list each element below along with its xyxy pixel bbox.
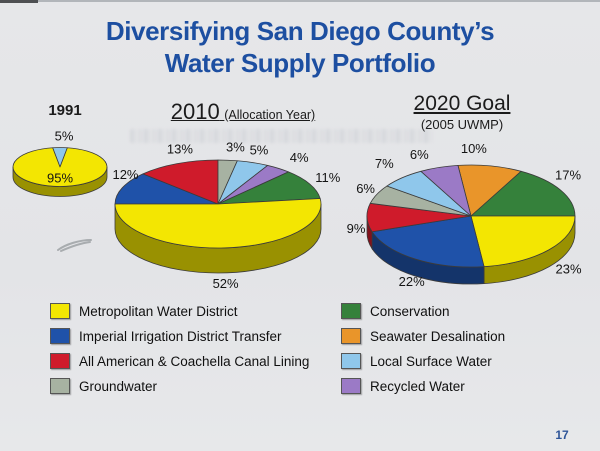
chart-heading-1991-text: 1991: [48, 102, 82, 119]
page-title: Diversifying San Diego County’s Water Su…: [0, 15, 600, 79]
pie-slice-yellow: [114, 198, 322, 249]
pie-slice-blue: [371, 215, 485, 268]
legend-item: Metropolitan Water District: [50, 303, 309, 319]
legend-item: Seawater Desalination: [341, 328, 506, 344]
chart-heading-2020: 2020 Goal (2005 UWMP): [392, 92, 532, 132]
pie-slice-yellow: [12, 147, 108, 187]
pie-percent-label: 22%: [399, 274, 425, 289]
legend-swatch-green: [341, 303, 361, 319]
legend-label: Seawater Desalination: [370, 328, 506, 344]
legend-label: Imperial Irrigation District Transfer: [79, 328, 282, 344]
chart-heading-2010-year: 2010: [170, 99, 220, 124]
scan-corner-artifact: [0, 0, 38, 3]
legend-right: Conservation Seawater Desalination Local S…: [341, 303, 506, 404]
legend-item: All American & Coachella Canal Lining: [50, 353, 310, 369]
chart-heading-2020-subtitle: (2005 UWMP): [420, 117, 504, 132]
pie-slice-yellow: [470, 215, 576, 267]
page-title-line1: Diversifying San Diego County’s: [105, 16, 495, 46]
pie-percent-label: 10%: [461, 141, 487, 156]
pie-chart-2020-goal: 10%17%23%22%9%6%7%6%: [347, 141, 582, 289]
pie-percent-label: 11%: [315, 170, 340, 185]
pie-percent-label: 95%: [47, 171, 73, 186]
pie-percent-label: 52%: [213, 276, 239, 291]
legend-left: Metropolitan Water District Imperial Irri…: [50, 303, 310, 404]
legend-item: Groundwater: [50, 378, 309, 394]
scan-edge-artifact: [0, 0, 600, 2]
pie-percent-label: 3%: [226, 139, 245, 154]
scan-bleed-artifact: [130, 129, 433, 143]
legend-swatch-yellow: [50, 303, 70, 319]
legend-item: Local Surface Water: [341, 353, 505, 369]
pie-percent-label: 5%: [55, 129, 74, 144]
legend-swatch-blue: [50, 328, 70, 344]
legend-item: Conservation: [341, 303, 505, 319]
chart-heading-2020-goal: 2020 Goal: [413, 92, 511, 115]
chart-heading-1991: 1991: [34, 102, 96, 119]
pie-percent-label: 23%: [555, 261, 581, 276]
pie-slice-blue: [114, 173, 219, 205]
legend-label: Groundwater: [79, 378, 158, 394]
legend-label: Conservation: [370, 303, 450, 319]
pencil-smudge: [57, 239, 92, 252]
pie-slice-green: [217, 171, 321, 205]
legend-swatch-orange: [341, 328, 361, 344]
pie-chart-1991: 5% 95%: [12, 129, 108, 197]
chart-heading-2010-subtitle: (Allocation Year): [224, 108, 316, 122]
pie-percent-label: 6%: [356, 181, 375, 196]
legend-label: Local Surface Water: [370, 353, 492, 369]
legend-swatch-lightblue: [341, 353, 361, 369]
pie-percent-label: 13%: [167, 142, 193, 157]
legend-label: Recycled Water: [370, 378, 465, 394]
pie-percent-label: 12%: [112, 167, 138, 182]
legend-swatch-gray: [50, 378, 70, 394]
page-title-line2: Water Supply Portfolio: [164, 48, 436, 78]
legend-label: Metropolitan Water District: [79, 303, 238, 319]
legend-swatch-purple: [341, 378, 361, 394]
legend-swatch-red: [50, 353, 70, 369]
pie-percent-label: 5%: [250, 142, 269, 157]
legend-label: All American & Coachella Canal Lining: [79, 353, 310, 369]
pie-percent-label: 17%: [555, 167, 581, 182]
chart-heading-2010: 2010 (Allocation Year): [152, 99, 334, 125]
page-number: 17: [555, 428, 569, 442]
pie-percent-label: 7%: [375, 156, 394, 171]
legend-item: Imperial Irrigation District Transfer: [50, 328, 309, 344]
pie-slice-purple: [420, 165, 472, 217]
legend-item: Recycled Water: [341, 378, 505, 394]
pie-percent-label: 4%: [290, 150, 309, 165]
pie-slice-red: [142, 159, 219, 205]
pie-slice-green: [470, 170, 576, 217]
pie-percent-label: 6%: [410, 147, 429, 162]
pie-percent-label: 9%: [347, 221, 366, 236]
pie-chart-2010: 12% 13% 3% 5% 4% 11% 52%: [112, 139, 340, 291]
